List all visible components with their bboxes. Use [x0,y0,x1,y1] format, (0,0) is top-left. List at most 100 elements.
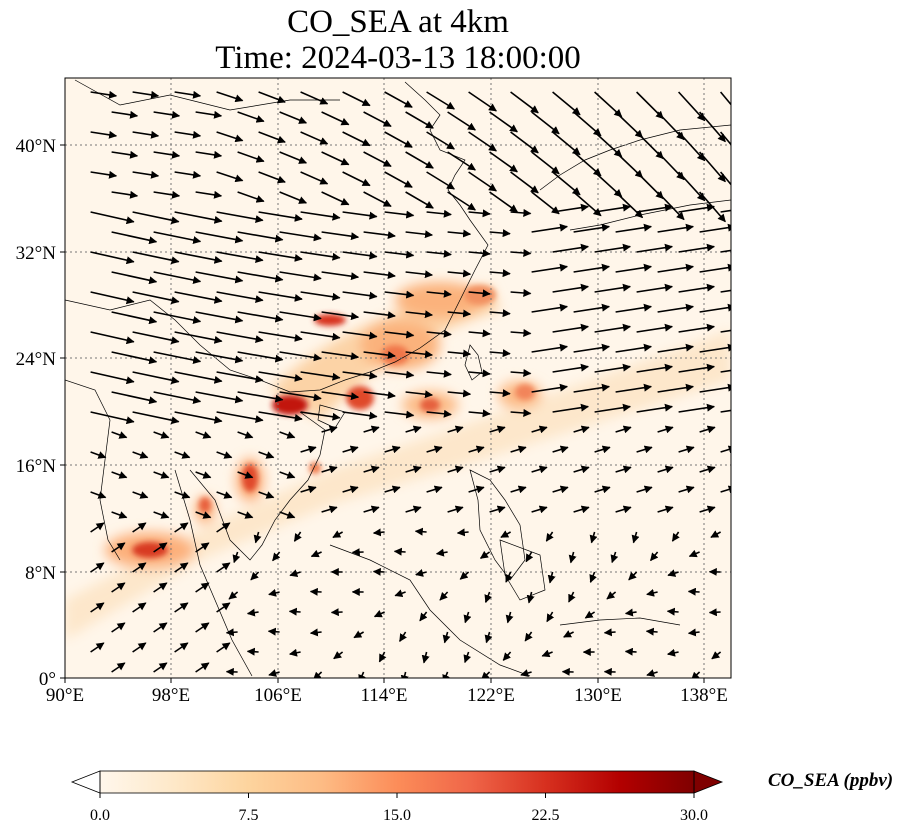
wind-arrow [439,591,449,601]
wind-arrow [216,291,264,303]
wind-arrow [237,431,254,439]
wind-arrow [358,671,366,678]
wind-arrow [421,651,430,664]
wind-arrow [111,431,128,439]
wind-arrow [719,131,731,146]
wind-arrow [132,491,149,499]
wind-arrow [563,630,574,638]
wind-arrow [489,309,511,318]
wind-arrow [615,263,652,273]
wind-arrow [363,425,380,434]
wind-arrow [573,263,610,273]
wind-arrow [699,343,731,353]
wind-arrow [195,231,244,244]
wind-arrow [132,371,180,385]
wind-arrow [573,383,610,393]
wind-arrow [153,231,202,244]
wind-arrow [246,608,259,617]
wind-arrow [174,411,223,424]
wind-arrow [426,209,452,218]
wind-arrow [552,171,581,196]
wind-arrow [372,567,385,576]
wind-arrow [415,569,427,577]
wind-arrow [720,369,731,373]
wind-arrow [505,611,514,624]
wind-arrow [400,671,409,678]
wind-arrow [216,211,264,223]
wind-arrow [258,91,286,104]
wind-arrow [258,131,286,144]
wind-arrow [393,547,406,556]
wind-arrow [657,383,694,393]
wind-arrow [447,349,472,358]
wind-arrow [258,491,275,499]
wind-arrow [484,591,492,604]
wind-arrow [573,425,590,434]
wind-arrow [594,323,631,333]
wind-arrow [699,303,731,313]
wind-arrow [321,191,350,206]
wind-arrow [510,91,539,114]
wind-arrow [132,251,180,265]
wind-arrow [216,451,233,459]
wind-arrow [321,271,360,281]
wind-arrow [646,588,658,597]
wind-arrow [353,630,365,639]
wind-arrow [111,150,139,159]
wind-arrow [132,211,180,225]
wind-arrow [594,403,631,413]
wind-arrow [405,230,433,239]
wind-arrow [657,343,694,353]
wind-arrow [688,549,700,558]
wind-arrow [132,170,160,179]
wind-arrow [90,602,105,613]
wind-arrow [628,571,638,581]
wind-arrow [363,351,396,360]
wind-arrow [667,648,679,657]
wind-arrow [649,551,659,562]
wind-arrow [568,591,576,603]
wind-arrow [195,391,244,404]
wind-arrow [342,291,378,300]
wind-arrow [90,491,107,499]
wind-arrow [111,542,126,553]
wind-arrow [195,150,223,159]
wind-arrow [526,591,535,604]
wind-arrow [426,91,455,110]
wind-arrow [300,251,341,261]
wind-arrow [505,571,513,583]
wind-arrow [111,511,128,519]
lat-tick-label: 16°N [16,456,57,477]
wind-arrow [321,311,360,321]
wind-arrow [468,369,491,378]
wind-arrow [153,110,181,119]
wind-arrow [279,311,322,322]
wind-arrow [342,411,378,420]
wind-arrow [720,329,731,333]
wind-arrow [288,607,301,616]
wind-arrow [90,642,105,653]
wind-arrow [414,527,427,536]
wind-arrow [667,569,679,577]
wind-arrow [174,522,189,533]
wind-arrow [216,331,264,343]
wind-arrow [321,505,338,514]
wind-arrow [710,530,721,539]
wind-arrow [468,209,491,218]
wind-arrow [279,111,308,124]
wind-arrow [384,131,413,148]
lat-tick-label: 24°N [16,349,57,370]
wind-arrow [216,171,244,183]
wind-arrow [405,350,433,359]
wind-arrow [687,587,700,596]
wind-arrow [90,371,135,385]
wind-arrow [631,531,640,544]
wind-arrow [90,411,135,425]
wind-arrow [447,269,472,278]
wind-arrow [502,651,512,661]
wind-arrow [468,249,491,258]
wind-arrow [678,283,715,293]
wind-arrow [615,505,632,514]
wind-arrow [111,582,126,593]
wind-arrow [720,409,731,413]
